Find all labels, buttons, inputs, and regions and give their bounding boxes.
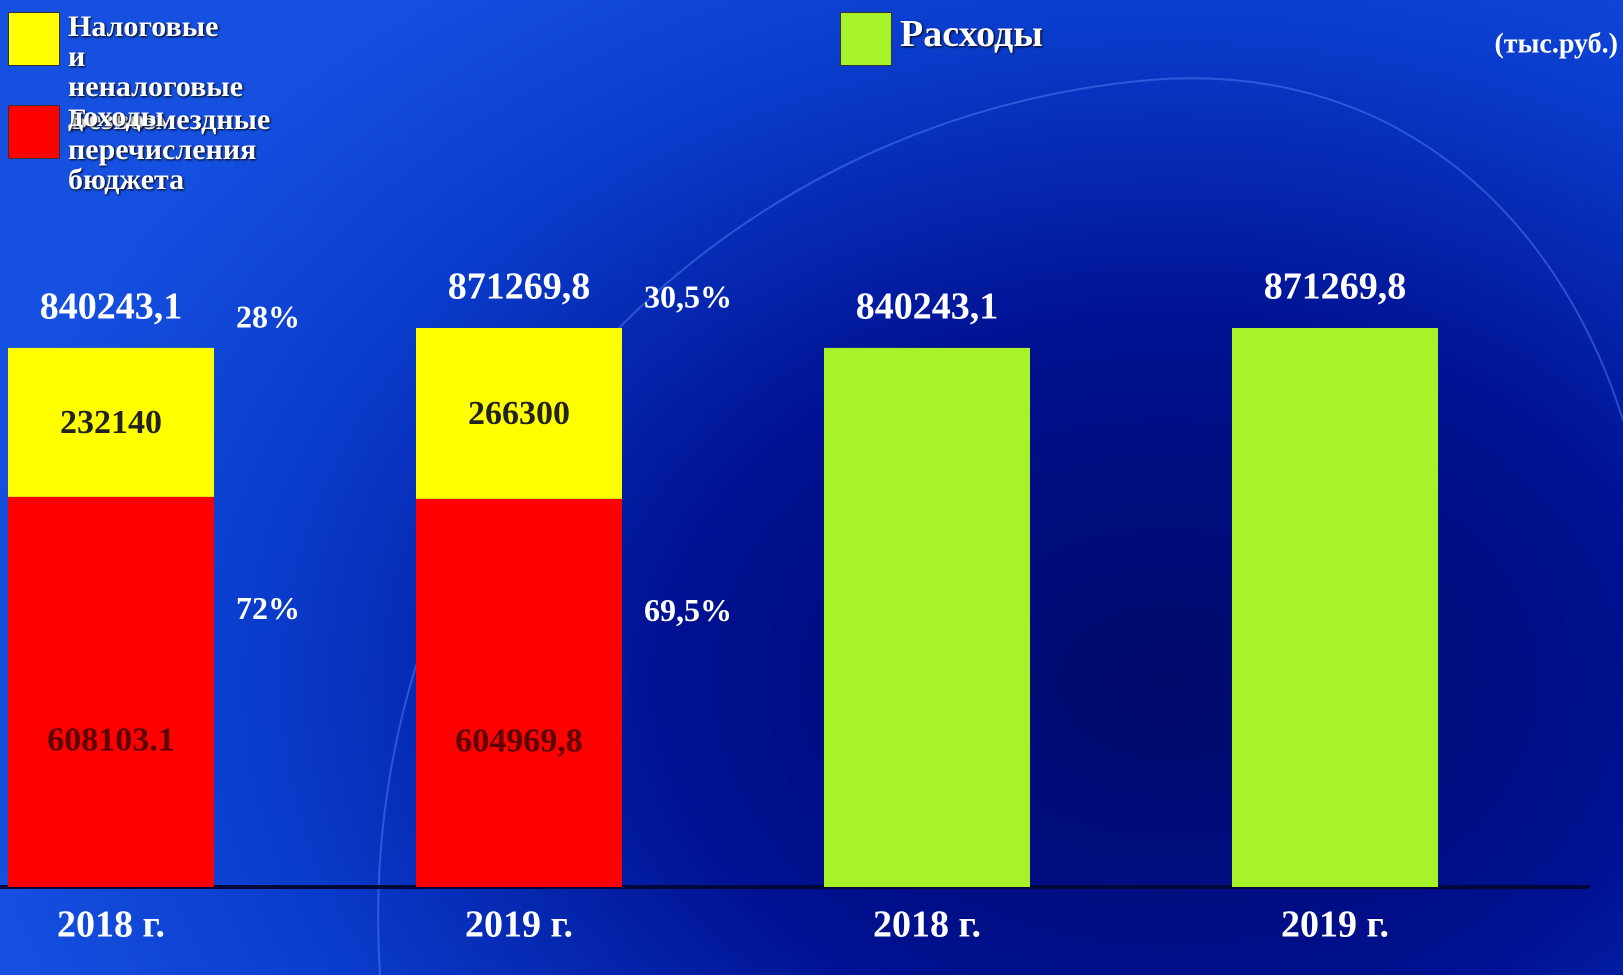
total-label: 871269,8 bbox=[448, 266, 591, 308]
legend-item: Расходы bbox=[840, 12, 1043, 66]
percent-label: 69,5% bbox=[644, 592, 732, 628]
legend-swatch bbox=[8, 105, 60, 159]
legend-item: Налоговые и неналоговые доходы bbox=[8, 10, 244, 133]
percent-label: 28% bbox=[236, 298, 300, 334]
bar-segment bbox=[1232, 328, 1438, 887]
legend-label: Расходы bbox=[900, 13, 1043, 55]
bar-segment bbox=[8, 347, 214, 497]
x-tick-label: 2019 г. bbox=[465, 904, 573, 946]
total-label: 871269,8 bbox=[1264, 266, 1407, 308]
unit: (тыс.руб.) bbox=[1494, 28, 1618, 59]
x-tick-label: 2019 г. bbox=[1281, 904, 1389, 946]
value-label: 604969,8 bbox=[455, 723, 583, 760]
value-label: 608103.1 bbox=[47, 722, 175, 759]
percent-label: 72% bbox=[236, 590, 300, 626]
legend-label: Налоговые и неналоговые доходы bbox=[68, 10, 244, 133]
value-label: 232140 bbox=[60, 404, 162, 441]
legend-item: Безвозмездные перечисления бюджета bbox=[8, 103, 271, 196]
total-label: 840243,1 bbox=[856, 286, 999, 328]
bar-segment bbox=[416, 498, 622, 887]
total-label: 840243,1 bbox=[40, 286, 183, 328]
legend-swatch bbox=[8, 12, 60, 66]
legend-swatch bbox=[840, 12, 892, 66]
bar-segment bbox=[824, 347, 1030, 887]
x-tick-label: 2018 г. bbox=[57, 904, 165, 946]
bar-segment bbox=[416, 328, 622, 499]
percent-label: 30,5% bbox=[644, 278, 732, 314]
x-tick-label: 2018 г. bbox=[873, 904, 981, 946]
legend-label: Безвозмездные перечисления бюджета bbox=[68, 103, 271, 196]
value-label: 266300 bbox=[468, 395, 570, 432]
bar-segment bbox=[8, 496, 214, 887]
